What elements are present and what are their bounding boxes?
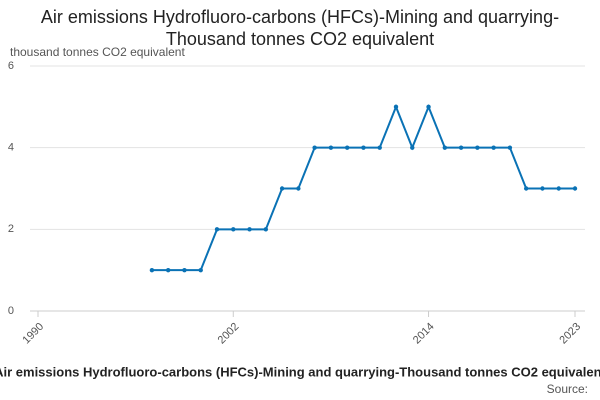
point — [393, 104, 399, 110]
point — [442, 145, 448, 150]
point — [312, 145, 317, 150]
point — [247, 227, 252, 232]
point — [279, 186, 285, 191]
point — [182, 267, 187, 273]
point — [165, 267, 171, 273]
y-tick-label: 4 — [8, 142, 14, 154]
point — [426, 104, 431, 110]
y-tick-label: 6 — [8, 60, 14, 72]
chart-title: Air emissions Hydrofluoro-carbons (HFCs)… — [40, 7, 560, 49]
point — [475, 145, 480, 150]
point — [328, 145, 334, 150]
x-tick-label: 2023 — [557, 321, 583, 347]
point — [556, 186, 561, 191]
y-axis-label: thousand tonnes CO2 equivalent — [10, 45, 185, 59]
point — [344, 145, 350, 150]
x-tick-label: 2014 — [411, 321, 437, 347]
point — [540, 186, 545, 191]
point — [149, 267, 155, 273]
y-tick-label: 0 — [8, 305, 14, 317]
point — [361, 145, 366, 150]
y-tick-label: 2 — [8, 223, 14, 235]
point — [523, 186, 529, 191]
point — [214, 227, 220, 232]
point — [507, 145, 513, 150]
source: Source: — [547, 382, 588, 396]
x-tick-label: 2002 — [216, 321, 242, 347]
point — [410, 145, 415, 150]
point — [377, 145, 382, 150]
point — [198, 267, 203, 273]
x-axis-label: Air emissions Hydrofluoro-carbons (HFCs)… — [0, 364, 600, 379]
point — [296, 186, 301, 191]
point — [572, 186, 578, 191]
x-tick-label: 1990 — [20, 321, 46, 347]
point — [231, 227, 236, 232]
point — [263, 227, 269, 232]
line — [151, 104, 575, 272]
point — [491, 145, 496, 150]
point — [458, 145, 464, 150]
